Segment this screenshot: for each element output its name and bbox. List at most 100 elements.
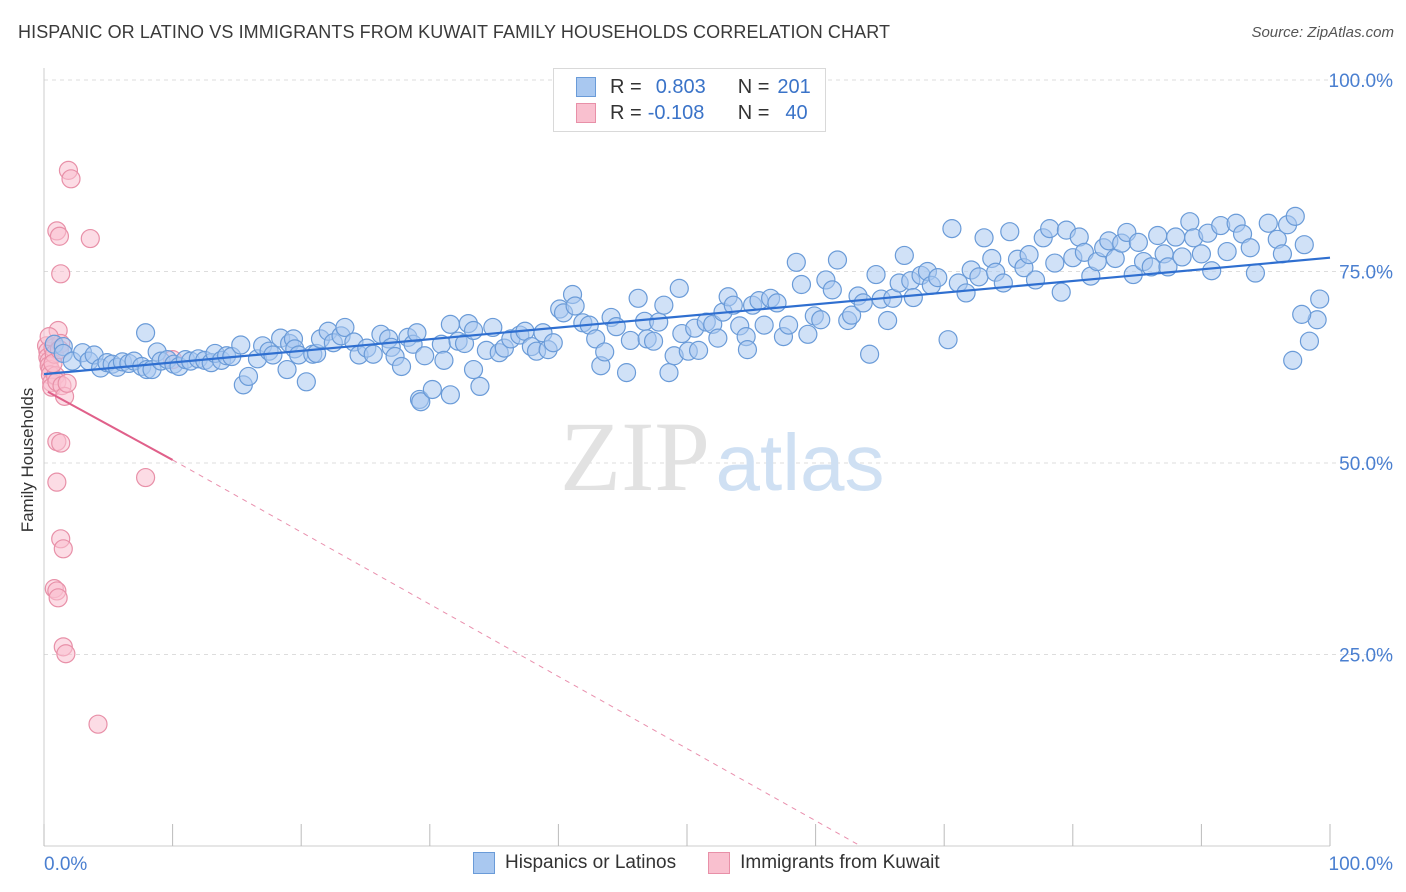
data-point-hispanic: [993, 273, 1013, 293]
data-point-hispanic: [463, 359, 484, 380]
legend-r-value: -0.108: [647, 101, 705, 124]
series-legend: Hispanics or Latinos Immigrants from Kuw…: [473, 852, 972, 874]
legend-row-hispanics: R = 0.803 N = 201: [576, 74, 811, 100]
legend-n-value: 40: [785, 101, 808, 124]
data-point-hispanic: [586, 329, 606, 349]
data-point-kuwait: [47, 472, 67, 492]
data-point-hispanic: [1025, 270, 1046, 290]
data-point-hispanic: [1191, 244, 1212, 264]
data-point-hispanic: [1148, 225, 1168, 246]
data-point-hispanic: [1240, 238, 1260, 258]
data-point-kuwait: [51, 433, 71, 453]
data-point-hispanic: [1040, 219, 1060, 239]
data-point-hispanic: [938, 330, 958, 350]
legend-swatch-pink: [708, 852, 731, 874]
data-point-hispanic: [791, 274, 812, 295]
data-point-hispanic: [363, 344, 383, 364]
legend-swatch-blue: [473, 852, 495, 874]
legend-r-label: R =: [610, 75, 642, 98]
data-point-hispanic: [654, 295, 674, 315]
data-point-hispanic: [1299, 331, 1320, 351]
data-point-hispanic: [723, 295, 743, 315]
data-point-hispanic: [894, 245, 914, 266]
trend-line-hispanic: [43, 256, 1331, 376]
data-point-hispanic: [853, 293, 873, 313]
data-point-hispanic: [1245, 263, 1266, 283]
data-point-kuwait: [88, 714, 108, 734]
data-point-hispanic: [1128, 232, 1148, 252]
data-point-hispanic: [1258, 213, 1278, 233]
data-point-hispanic: [565, 296, 585, 316]
data-point-hispanic: [798, 324, 818, 344]
legend-swatch-blue: [576, 77, 596, 97]
data-point-hispanic: [1172, 247, 1192, 267]
data-point-kuwait: [57, 373, 77, 393]
watermark-atlas: atlas: [716, 418, 885, 507]
data-point-kuwait: [61, 169, 81, 189]
data-point-hispanic: [335, 317, 355, 338]
data-point-hispanic: [649, 312, 669, 332]
data-point-hispanic: [483, 317, 503, 338]
data-point-hispanic: [595, 342, 615, 362]
data-point-hispanic: [786, 252, 806, 272]
data-point-hispanic: [974, 228, 994, 248]
y-tick-label: 100.0%: [1329, 71, 1394, 92]
data-point-hispanic: [454, 333, 475, 354]
data-point-hispanic: [407, 323, 427, 343]
y-tick-label: 75.0%: [1339, 263, 1393, 284]
data-point-hispanic: [1285, 206, 1305, 226]
chart-title: HISPANIC OR LATINO VS IMMIGRANTS FROM KU…: [18, 22, 891, 42]
data-point-hispanic: [928, 268, 948, 288]
data-point-hispanic: [1019, 245, 1039, 265]
data-point-hispanic: [842, 305, 862, 325]
data-point-hispanic: [1202, 261, 1222, 281]
legend-item-hispanics: Hispanics or Latinos: [473, 852, 676, 874]
data-point-hispanic: [737, 340, 758, 360]
legend-label: Hispanics or Latinos: [505, 852, 677, 873]
data-point-hispanic: [827, 250, 848, 270]
data-point-hispanic: [669, 278, 689, 298]
data-point-kuwait: [135, 467, 156, 488]
y-axis-label: Family Households: [18, 387, 37, 533]
data-point-hispanic: [1217, 241, 1237, 262]
data-point-hispanic: [1272, 244, 1293, 264]
series-immigrants-from-kuwait: [36, 160, 183, 734]
data-point-hispanic: [277, 359, 297, 380]
data-point-hispanic: [391, 356, 412, 377]
axes: [43, 68, 1331, 847]
data-point-hispanic: [411, 392, 431, 412]
data-point-kuwait: [80, 228, 100, 249]
data-point-hispanic: [1051, 282, 1071, 302]
data-point-hispanic: [1292, 304, 1312, 324]
legend-r-value: 0.803: [655, 75, 706, 98]
data-point-hispanic: [778, 315, 799, 335]
data-point-hispanic: [1310, 289, 1330, 309]
data-point-hispanic: [1283, 350, 1303, 370]
watermark-zip: ZIP: [560, 401, 710, 512]
data-point-hispanic: [1180, 212, 1200, 232]
data-point-hispanic: [860, 344, 880, 364]
data-point-hispanic: [628, 288, 648, 308]
data-point-hispanic: [754, 315, 774, 335]
data-point-hispanic: [1045, 253, 1065, 273]
y-tick-label: 50.0%: [1339, 454, 1393, 475]
trend-lines: [43, 256, 1331, 847]
series-hispanics-or-latinos: [44, 206, 1330, 412]
data-point-hispanic: [543, 333, 563, 353]
x-tick-label: 0.0%: [44, 854, 87, 875]
data-point-hispanic: [440, 385, 460, 405]
data-point-hispanic: [866, 264, 886, 285]
legend-n-label: N =: [737, 101, 770, 124]
legend-n-label: N =: [737, 75, 770, 98]
data-point-kuwait: [49, 226, 70, 246]
data-point-hispanic: [822, 280, 842, 300]
data-point-hispanic: [1294, 235, 1314, 255]
data-point-hispanic: [620, 330, 641, 351]
data-point-hispanic: [440, 314, 460, 334]
data-point-kuwait: [51, 264, 71, 284]
data-point-hispanic: [956, 283, 976, 303]
data-point-hispanic: [942, 219, 962, 239]
data-point-hispanic: [296, 372, 316, 392]
data-point-hispanic: [1000, 222, 1020, 242]
